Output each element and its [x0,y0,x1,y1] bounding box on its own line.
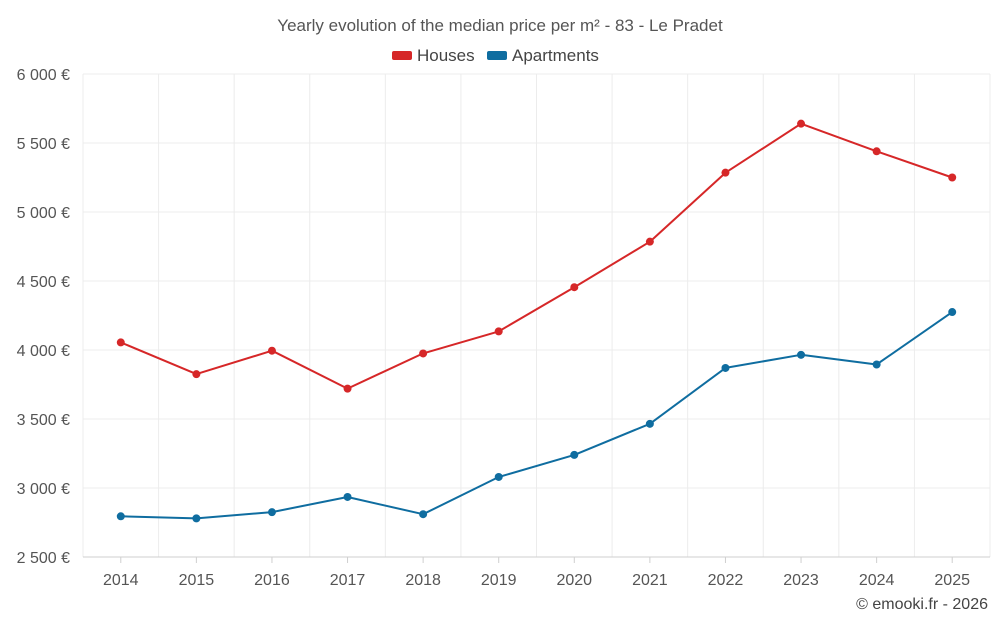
data-point-apartments[interactable] [192,514,201,523]
y-tick-label: 4 000 € [17,343,70,360]
legend-swatch-apartments[interactable] [487,51,507,60]
y-tick-label: 3 500 € [17,412,70,429]
x-tick-label: 2019 [481,572,517,589]
data-point-houses[interactable] [419,349,428,358]
series-line-apartments [120,311,953,520]
x-tick-label: 2015 [179,572,215,589]
data-point-apartments[interactable] [343,492,352,501]
data-point-houses[interactable] [645,237,654,246]
legend-swatch-houses[interactable] [392,51,412,60]
x-tick-label: 2017 [330,572,366,589]
y-tick-label: 4 500 € [17,274,70,291]
x-tick-label: 2021 [632,572,668,589]
data-point-apartments[interactable] [797,350,806,359]
data-point-apartments[interactable] [419,510,428,519]
data-point-apartments[interactable] [645,419,654,428]
series [116,119,957,523]
x-tick-label: 2014 [103,572,139,589]
credit-text: © emooki.fr - 2026 [856,596,988,613]
x-axis: 2014 2015 2016 2017 2018 2019 2020 2021 2022 2023… [83,556,990,589]
data-point-houses[interactable] [570,283,579,292]
y-axis: 2 500 € 3 000 € 3 500 € 4 000 € 4 500 € 5 000… [17,67,70,567]
y-tick-label: 6 000 € [17,67,70,84]
data-point-apartments[interactable] [116,512,125,521]
chart-title: Yearly evolution of the median price per… [277,16,723,35]
data-point-houses[interactable] [343,384,352,393]
grid [82,73,991,557]
y-tick-label: 3 000 € [17,481,70,498]
data-point-houses[interactable] [872,147,881,156]
data-point-apartments[interactable] [721,363,730,372]
data-point-houses[interactable] [267,346,276,355]
data-point-houses[interactable] [721,168,730,177]
x-tick-label: 2023 [783,572,819,589]
x-tick-label: 2025 [934,572,970,589]
x-tick-label: 2020 [556,572,592,589]
data-point-apartments[interactable] [267,508,276,517]
legend-label-apartments[interactable]: Apartments [512,46,599,65]
data-point-apartments[interactable] [570,450,579,459]
x-tick-label: 2016 [254,572,290,589]
data-point-houses[interactable] [494,327,503,336]
series-line-houses [120,122,953,390]
legend: Houses Apartments [392,46,599,65]
legend-label-houses[interactable]: Houses [417,46,475,65]
y-tick-label: 5 000 € [17,205,70,222]
x-tick-label: 2018 [405,572,441,589]
data-point-apartments[interactable] [494,472,503,481]
x-tick-label: 2024 [859,572,895,589]
data-point-houses[interactable] [797,119,806,128]
data-point-houses[interactable] [192,370,201,379]
data-point-apartments[interactable] [872,360,881,369]
y-tick-label: 5 500 € [17,136,70,153]
x-tick-label: 2022 [708,572,744,589]
y-tick-label: 2 500 € [17,550,70,567]
data-point-apartments[interactable] [948,308,957,317]
data-point-houses[interactable] [116,338,125,347]
data-point-houses[interactable] [948,173,957,182]
